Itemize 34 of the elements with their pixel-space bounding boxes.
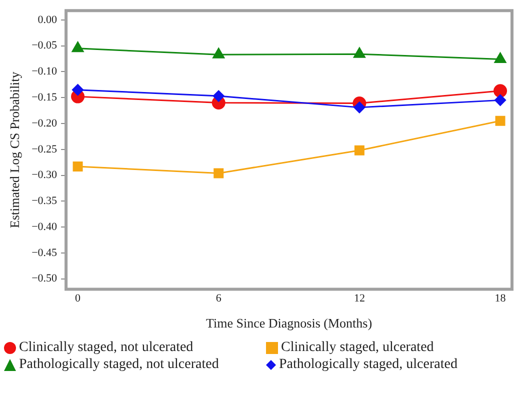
point xyxy=(353,47,366,58)
point xyxy=(494,94,506,106)
y-tick-label: −0.35 xyxy=(32,195,58,208)
legend-label: Clinically staged, not ulcerated xyxy=(19,340,194,356)
y-tick-label: −0.20 xyxy=(32,117,58,130)
x-tick-label: 18 xyxy=(494,292,506,305)
y-tick-label: −0.15 xyxy=(32,91,58,104)
y-axis-title: Estimated Log CS Probability xyxy=(7,71,22,228)
y-tick-label: −0.05 xyxy=(32,40,58,52)
y-tick-label: −0.45 xyxy=(32,246,58,259)
point xyxy=(494,84,508,98)
y-tick-label: −0.40 xyxy=(32,220,58,233)
point xyxy=(212,90,224,102)
legend-label: Pathologically staged, ulcerated xyxy=(279,357,458,373)
y-tick-label: −0.25 xyxy=(32,143,58,156)
y-tick-label: −0.30 xyxy=(32,169,58,182)
y-tick-label: 0.00 xyxy=(38,14,58,26)
x-tick-label: 0 xyxy=(75,292,82,305)
x-tick-label: 6 xyxy=(216,292,222,305)
point xyxy=(354,102,366,114)
point xyxy=(495,116,506,126)
point xyxy=(72,84,84,96)
legend-label: Clinically staged, ulcerated xyxy=(281,340,434,356)
legend-label: Pathologically staged, not ulcerated xyxy=(19,357,219,373)
y-tick-label: −0.50 xyxy=(32,272,58,285)
point xyxy=(494,52,506,64)
point xyxy=(212,48,225,58)
x-tick-label: 12 xyxy=(354,292,365,305)
point xyxy=(72,161,83,172)
y-tick-label: −0.10 xyxy=(32,66,58,78)
point xyxy=(72,42,84,52)
point xyxy=(214,168,224,178)
point xyxy=(354,145,364,156)
x-axis-title: Time Since Diagnosis (Months) xyxy=(206,316,372,331)
